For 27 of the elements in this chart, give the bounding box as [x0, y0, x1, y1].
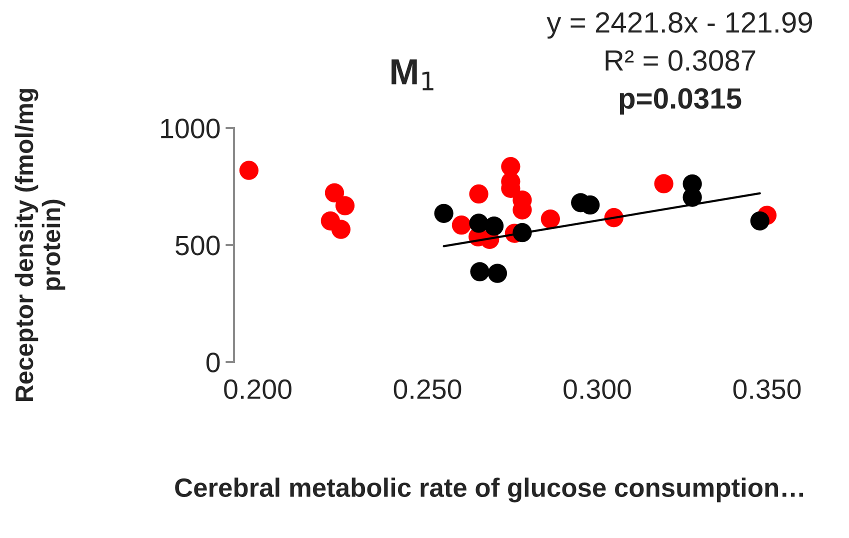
point [331, 220, 351, 239]
point [654, 174, 674, 194]
point [488, 264, 508, 283]
point [470, 262, 490, 282]
point [484, 216, 504, 236]
y-axis-title: Receptor density (fmol/mg protein) [14, 89, 66, 401]
x-tick-label: 0.300 [564, 379, 631, 400]
point [469, 214, 488, 233]
x-tick-label: 0.250 [394, 379, 462, 400]
point [750, 211, 770, 230]
x-axis-title: Cerebral metabolic rate of glucose consumption… [175, 478, 804, 502]
point [469, 184, 488, 204]
x-tick-label: 0.200 [224, 379, 292, 400]
point [540, 209, 560, 229]
point [239, 160, 259, 180]
text: R² = 0.3087 [606, 50, 756, 71]
point [452, 216, 472, 235]
x-tick-label: 0.350 [733, 379, 801, 400]
y-tick-label: 0 [206, 352, 220, 372]
point [335, 196, 355, 216]
chart-title: M$_{1}$ [392, 59, 434, 90]
point [434, 204, 454, 223]
point [324, 183, 344, 202]
text: p=0.0315 [620, 88, 742, 115]
y-tick-label: 1000 [161, 118, 220, 138]
text: y = 2421.8x - 121.99 [546, 12, 812, 39]
y-tick-label: 500 [176, 236, 220, 256]
